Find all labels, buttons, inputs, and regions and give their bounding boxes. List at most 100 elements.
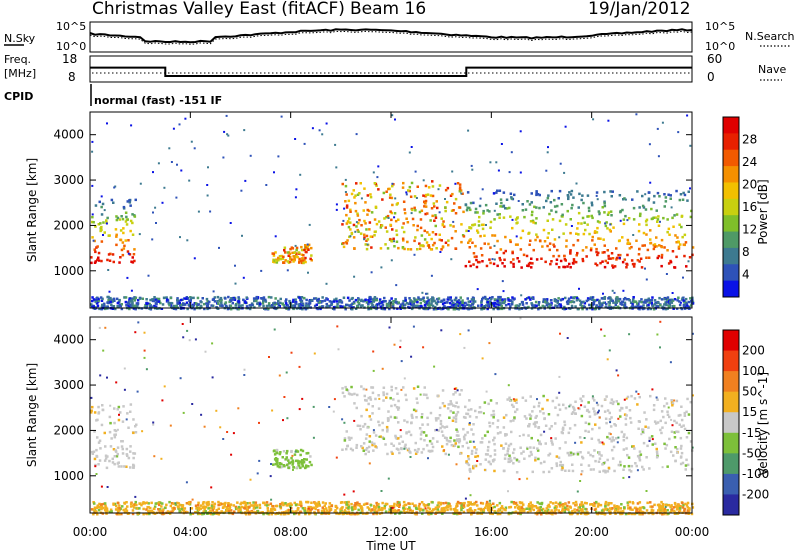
echo-cell	[136, 507, 139, 510]
echo-cell	[360, 445, 363, 448]
echo-cell	[116, 507, 120, 510]
echo-cell	[512, 419, 515, 422]
echo-cell	[405, 510, 408, 514]
echo-cell	[381, 305, 384, 308]
echo-cell	[550, 299, 553, 302]
echo-cell	[556, 413, 560, 417]
echo-cell	[454, 414, 458, 418]
echo-cell	[194, 302, 198, 305]
echo-cell	[627, 464, 631, 468]
echo-cell	[326, 511, 329, 514]
echo-cell	[286, 449, 289, 453]
echo-cell	[345, 447, 348, 451]
echo-cell	[266, 509, 270, 513]
echo-cell	[370, 441, 374, 444]
echo-cell	[264, 298, 267, 302]
echo-cell	[365, 228, 368, 231]
echo-cell	[655, 209, 658, 212]
echo-cell	[556, 300, 559, 303]
echo-cell	[460, 192, 463, 195]
echo-cell	[489, 246, 492, 249]
echo-cell	[598, 213, 601, 216]
echo-cell	[555, 505, 558, 508]
echo-cell	[587, 206, 591, 210]
echo-cell	[476, 231, 480, 234]
echo-cell	[454, 182, 457, 185]
echo-cell	[271, 305, 274, 309]
echo-cell	[660, 238, 664, 242]
echo-cell	[488, 499, 491, 502]
echo-cell	[342, 245, 346, 249]
echo-cell	[521, 229, 525, 233]
echo-cell	[627, 456, 631, 459]
echo-cell	[680, 444, 683, 448]
echo-cell	[486, 300, 489, 304]
echo-cell	[294, 196, 297, 199]
echo-cell	[346, 444, 349, 448]
echo-cell	[437, 505, 441, 508]
echo-cell	[604, 502, 607, 506]
echo-cell	[563, 510, 567, 513]
echo-cell	[92, 501, 95, 504]
echo-cell	[580, 501, 583, 504]
echo-cell	[343, 207, 346, 210]
echo-cell	[132, 418, 135, 421]
echo-cell	[262, 512, 265, 516]
echo-cell	[531, 219, 535, 223]
echo-cell	[224, 501, 227, 505]
echo-cell	[356, 228, 359, 232]
echo-cell	[468, 399, 471, 402]
echo-cell	[529, 450, 533, 454]
echo-cell	[367, 299, 370, 302]
echo-cell	[390, 505, 393, 508]
echo-cell	[300, 296, 304, 299]
echo-cell	[287, 306, 291, 309]
echo-cell	[299, 173, 302, 176]
echo-cell	[493, 469, 496, 473]
echo-cell	[381, 428, 384, 432]
echo-cell	[132, 463, 135, 467]
echo-cell	[129, 229, 132, 233]
echo-cell	[355, 512, 358, 516]
echo-cell	[625, 436, 629, 440]
echo-cell	[407, 302, 410, 306]
echo-cell	[542, 228, 546, 232]
echo-cell	[598, 451, 601, 454]
echo-cell	[455, 505, 458, 508]
echo-cell	[414, 504, 417, 507]
echo-cell	[219, 296, 223, 300]
echo-cell	[675, 213, 679, 216]
echo-cell	[673, 509, 676, 513]
echo-cell	[677, 510, 681, 514]
echo-cell	[467, 503, 471, 507]
echo-cell	[624, 512, 628, 516]
echo-cell	[530, 505, 534, 509]
echo-cell	[241, 234, 243, 237]
echo-cell	[199, 512, 202, 516]
echo-cell	[480, 512, 484, 515]
echo-cell	[364, 222, 367, 225]
echo-cell	[529, 501, 532, 504]
echo-cell	[110, 510, 113, 513]
echo-cell	[395, 240, 399, 243]
echo-cell	[275, 448, 279, 452]
echo-cell	[223, 130, 226, 133]
echo-cell	[640, 300, 643, 304]
echo-cell	[509, 456, 512, 460]
echo-cell	[473, 300, 477, 303]
echo-cell	[485, 264, 489, 268]
echo-cell	[394, 512, 397, 515]
echo-cell	[502, 299, 506, 303]
echo-cell	[414, 512, 417, 516]
echo-cell	[301, 307, 304, 311]
echo-cell	[497, 295, 500, 299]
echo-cell	[544, 424, 548, 427]
echo-cell	[519, 130, 522, 133]
echo-cell	[480, 303, 483, 307]
echo-cell	[575, 254, 578, 257]
velocity-heatmap	[90, 317, 695, 516]
echo-cell	[616, 441, 619, 444]
echo-cell	[292, 466, 295, 469]
echo-cell	[364, 201, 367, 204]
echo-cell	[467, 329, 470, 332]
